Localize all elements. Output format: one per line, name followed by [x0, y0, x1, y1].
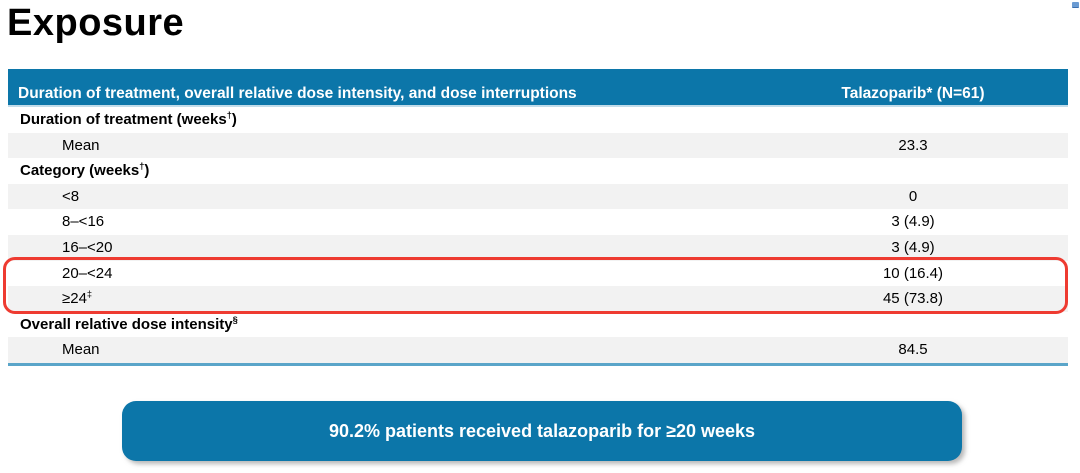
table-row-ge24: ≥24‡ 45 (73.8) [8, 286, 1068, 312]
table-header-talazoparib: Talazoparib* (N=61) [841, 85, 985, 102]
page-title: Exposure [7, 2, 185, 44]
table-row-lt8: <8 0 [8, 183, 1068, 210]
row-label: <8 [62, 187, 80, 205]
row-label: 16–<20 [62, 238, 113, 256]
table-row-8-16: 8–<16 3 (4.9) [8, 209, 1068, 235]
row-value: 10 (16.4) [882, 264, 944, 282]
row-value [758, 312, 1068, 338]
table-row-overall-relative-dose-intensity: Overall relative dose intensity§ [8, 312, 1068, 338]
row-label: 20–<24 [62, 264, 113, 282]
table-row-duration-of-treatment: Duration of treatment (weeks†) [8, 107, 1068, 133]
table-header-row: Duration of treatment, overall relative … [8, 69, 1068, 107]
row-value [758, 107, 1068, 133]
double-dagger-superscript: ‡ [86, 289, 93, 300]
row-label: Mean [62, 136, 100, 154]
dagger-superscript: † [226, 110, 232, 120]
exposure-table: Duration of treatment, overall relative … [8, 69, 1068, 366]
row-value: 23.3 [898, 136, 928, 154]
row-value [758, 158, 1068, 184]
row-value: 0 [908, 187, 918, 205]
section-sign-superscript: § [232, 314, 238, 325]
row-value: 3 (4.9) [891, 238, 935, 256]
table-row-dose-intensity-mean: Mean 84.5 [8, 337, 1068, 363]
table-row-16-20: 16–<20 3 (4.9) [8, 234, 1068, 261]
row-value: 45 (73.8) [882, 290, 944, 308]
table-row-20-24: 20–<24 10 (16.4) [8, 261, 1068, 287]
table-row-duration-mean: Mean 23.3 [8, 132, 1068, 159]
key-message-banner: 90.2% patients received talazoparib for … [122, 401, 962, 461]
row-label: ≥24‡ [62, 289, 93, 308]
table-row-category: Category (weeks†) [8, 158, 1068, 184]
cropped-corner-icon [1072, 2, 1079, 8]
row-label: Overall relative dose intensity§ [20, 314, 238, 333]
row-label: 8–<16 [62, 213, 105, 231]
row-label: Category (weeks†) [20, 161, 150, 180]
row-value: 84.5 [898, 341, 928, 359]
row-label: Duration of treatment (weeks†) [20, 110, 237, 128]
table-header-label: Duration of treatment, overall relative … [18, 85, 577, 102]
row-label: Mean [62, 341, 100, 359]
dagger-superscript: † [139, 161, 145, 172]
row-value: 3 (4.9) [891, 213, 935, 231]
